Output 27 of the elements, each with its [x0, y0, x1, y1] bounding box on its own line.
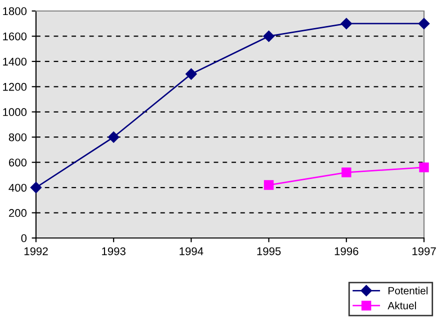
point	[108, 132, 120, 143]
point	[340, 18, 352, 30]
y-tick-label: 1600	[3, 32, 27, 40]
x-tick-label: 1993	[102, 247, 126, 256]
y-tick-label: 400	[8, 184, 27, 192]
x-tick-label: 1996	[334, 247, 358, 256]
legend-label: Aktuel	[388, 302, 416, 310]
point	[186, 68, 197, 80]
point	[418, 18, 430, 30]
legend-label: Potentiel	[388, 286, 428, 294]
y-tick-label: 200	[8, 209, 27, 217]
x-tick-label: 1997	[412, 247, 436, 256]
point	[342, 168, 352, 178]
x-tick-label: 1995	[257, 247, 281, 256]
y-tick-label: 1200	[3, 82, 27, 91]
y-tick-label: 1800	[3, 7, 27, 16]
point	[419, 162, 429, 172]
y-tick-label: 0	[21, 234, 27, 242]
x-tick-label: 1992	[24, 247, 48, 256]
y-tick-label: 1000	[3, 108, 27, 116]
y-tick-label: 1400	[3, 58, 27, 66]
point	[263, 30, 274, 42]
y-tick-label: 600	[9, 158, 27, 166]
x-tick-label: 1994	[180, 247, 204, 256]
point	[30, 182, 42, 194]
point	[264, 180, 274, 190]
y-tick-label: 800	[8, 133, 27, 142]
